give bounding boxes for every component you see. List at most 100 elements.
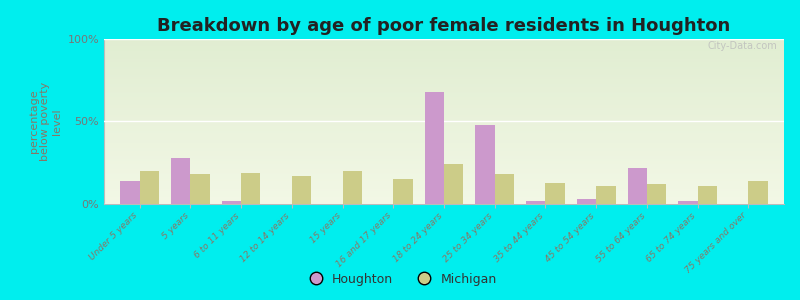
Bar (628, 168, 647, 204)
Bar (104, 193, 784, 194)
Bar (104, 97, 784, 98)
Bar (104, 197, 784, 199)
Bar (104, 136, 784, 138)
Bar (104, 92, 784, 93)
Bar (104, 95, 784, 97)
Bar (104, 186, 784, 188)
Bar (104, 39, 784, 40)
Bar (104, 110, 784, 112)
Bar (104, 118, 784, 120)
Bar (104, 194, 784, 196)
Bar (104, 161, 784, 163)
Bar (104, 201, 784, 202)
Bar (139, 171, 159, 204)
Bar (104, 130, 784, 131)
Bar (104, 181, 784, 182)
Bar (104, 191, 784, 193)
Bar (749, 181, 768, 204)
Bar (104, 154, 784, 156)
Bar (104, 80, 784, 82)
Bar (104, 176, 784, 178)
Bar (342, 171, 362, 204)
Bar (104, 125, 784, 126)
Bar (104, 156, 784, 158)
Bar (104, 74, 784, 75)
Bar (104, 153, 784, 154)
Bar (104, 178, 784, 179)
Bar (104, 168, 784, 169)
Bar (104, 199, 784, 201)
Bar (104, 47, 784, 49)
Bar (104, 102, 784, 103)
Bar (104, 85, 784, 87)
Bar (104, 169, 784, 171)
Bar (104, 131, 784, 133)
Bar (104, 159, 784, 161)
Bar (104, 151, 784, 153)
Bar (104, 163, 784, 164)
Bar (104, 172, 784, 174)
Bar (475, 125, 494, 204)
Bar (104, 77, 784, 79)
Bar (222, 201, 241, 204)
Bar (104, 126, 784, 128)
Bar (292, 176, 311, 204)
Bar (104, 113, 784, 115)
Bar (104, 108, 784, 110)
Bar (104, 179, 784, 181)
Title: Breakdown by age of poor female residents in Houghton: Breakdown by age of poor female resident… (158, 17, 730, 35)
Bar (241, 172, 260, 204)
Bar (526, 201, 546, 204)
Bar (104, 69, 784, 70)
Bar (104, 184, 784, 186)
Bar (104, 82, 784, 83)
Bar (104, 182, 784, 184)
Bar (104, 88, 784, 90)
Bar (104, 145, 784, 146)
Bar (104, 123, 784, 125)
Bar (104, 60, 784, 62)
Bar (104, 46, 784, 47)
Text: City-Data.com: City-Data.com (707, 40, 778, 51)
Bar (104, 62, 784, 64)
Bar (104, 189, 784, 191)
Bar (104, 83, 784, 85)
Bar (104, 56, 784, 57)
Bar (104, 106, 784, 108)
Bar (577, 199, 596, 204)
Bar (104, 140, 784, 141)
Bar (104, 188, 784, 189)
Bar (104, 148, 784, 149)
Bar (104, 138, 784, 140)
Bar (104, 158, 784, 159)
Bar (104, 103, 784, 105)
Bar (678, 201, 698, 204)
Bar (104, 141, 784, 143)
Bar (596, 186, 615, 204)
Bar (104, 122, 784, 123)
Bar (104, 164, 784, 166)
Bar (104, 79, 784, 80)
Bar (394, 179, 413, 204)
Bar (104, 87, 784, 88)
Bar (104, 93, 784, 95)
Bar (104, 171, 784, 172)
Y-axis label: percentage
below poverty
level: percentage below poverty level (29, 82, 62, 161)
Bar (104, 90, 784, 92)
Bar (104, 42, 784, 44)
Bar (104, 98, 784, 100)
Bar (104, 146, 784, 148)
Bar (104, 65, 784, 67)
Bar (104, 143, 784, 145)
Bar (104, 202, 784, 204)
Bar (104, 105, 784, 106)
Bar (494, 174, 514, 204)
Bar (546, 182, 565, 204)
Bar (104, 49, 784, 50)
Bar (104, 52, 784, 54)
Bar (104, 135, 784, 136)
Bar (104, 120, 784, 122)
Bar (104, 128, 784, 130)
Bar (120, 181, 139, 204)
Bar (104, 67, 784, 69)
